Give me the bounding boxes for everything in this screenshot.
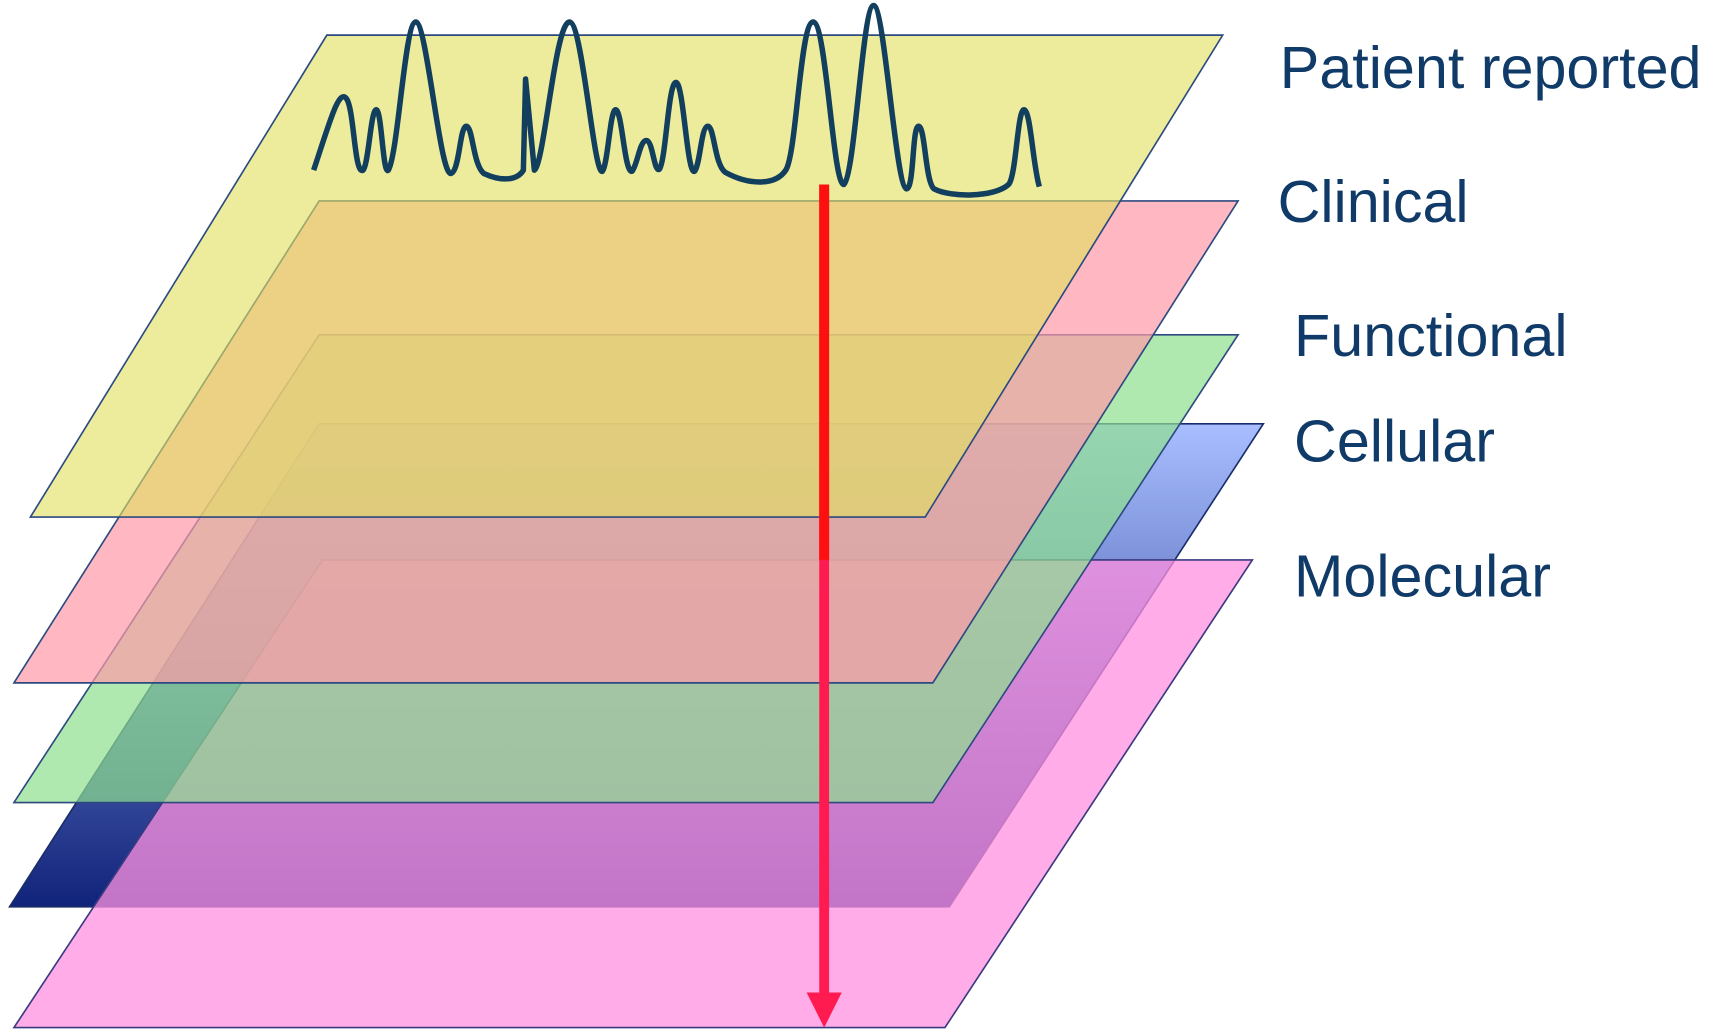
layer-label: Cellular <box>1294 407 1495 474</box>
layer-label: Functional <box>1294 302 1567 369</box>
layer-label: Clinical <box>1278 168 1469 235</box>
layer-diagram: Patient reported Clinical Functional Cel… <box>0 0 1723 1032</box>
layer-label: Molecular <box>1294 542 1551 609</box>
layer-label: Patient reported <box>1280 34 1702 101</box>
page: Patient reported Clinical Functional Cel… <box>0 0 1723 1032</box>
